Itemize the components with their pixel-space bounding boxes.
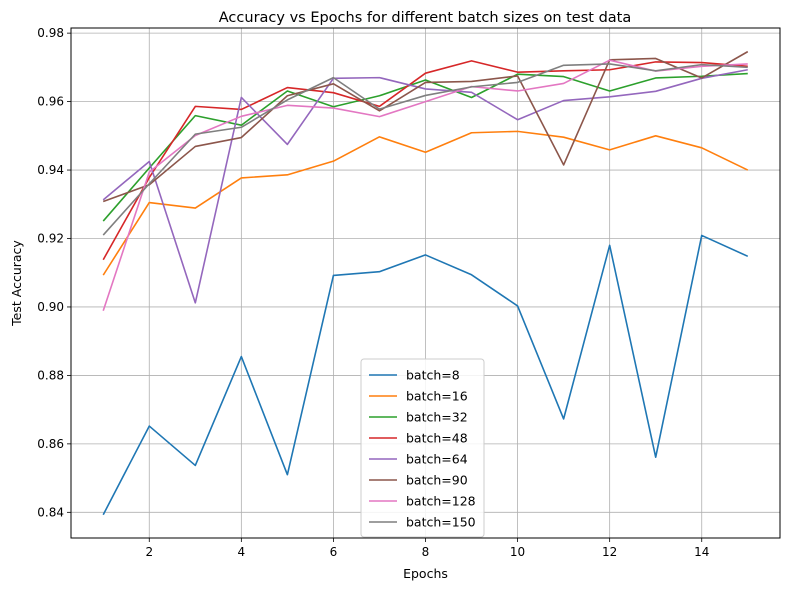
y-tick-label: 0.90 — [37, 300, 64, 314]
series-line-batch-150 — [102, 63, 748, 236]
series-line-batch-48 — [102, 60, 748, 261]
legend-label: batch=32 — [406, 410, 468, 425]
x-tick-label: 2 — [145, 545, 153, 559]
series-line-batch-16 — [102, 130, 749, 276]
legend-label: batch=8 — [406, 368, 460, 383]
x-tick-label: 14 — [694, 545, 709, 559]
series-line-batch-8 — [102, 234, 749, 516]
y-tick-label: 0.84 — [37, 505, 64, 519]
series-line-batch-64 — [102, 68, 748, 304]
legend-label: batch=90 — [406, 473, 468, 488]
x-tick-label: 12 — [602, 545, 617, 559]
x-tick-label: 6 — [330, 545, 338, 559]
x-axis-label: Epochs — [403, 566, 448, 581]
x-tick-label: 10 — [510, 545, 525, 559]
y-tick-label: 0.98 — [37, 26, 64, 40]
y-axis-ticks: 0.84 0.86 0.88 0.90 0.92 0.94 0.96 0.98 — [37, 26, 71, 519]
y-tick-label: 0.92 — [37, 232, 64, 246]
legend-label: batch=48 — [406, 431, 468, 446]
x-tick-label: 4 — [238, 545, 246, 559]
x-tick-label: 8 — [422, 545, 430, 559]
legend-label: batch=150 — [406, 515, 476, 530]
y-tick-label: 0.86 — [37, 437, 64, 451]
legend-label: batch=64 — [406, 452, 468, 467]
legend-label: batch=16 — [406, 389, 468, 404]
legend-label: batch=128 — [406, 494, 476, 509]
legend-box — [360, 358, 485, 538]
y-tick-label: 0.96 — [37, 95, 64, 109]
series-line-batch-90 — [102, 50, 749, 203]
x-axis-ticks: 2 4 6 8 10 12 14 — [145, 538, 709, 559]
y-tick-label: 0.88 — [37, 368, 64, 382]
chart-title: Accuracy vs Epochs for different batch s… — [219, 10, 631, 26]
series-lines — [102, 50, 749, 516]
series-line-batch-128 — [102, 59, 748, 311]
series-line-batch-32 — [102, 72, 748, 222]
y-axis-label: Test Accuracy — [9, 240, 24, 327]
legend: batch=8 batch=16 batch=32 batch=48 batch=64 b… — [360, 358, 485, 538]
y-tick-label: 0.94 — [37, 163, 64, 177]
